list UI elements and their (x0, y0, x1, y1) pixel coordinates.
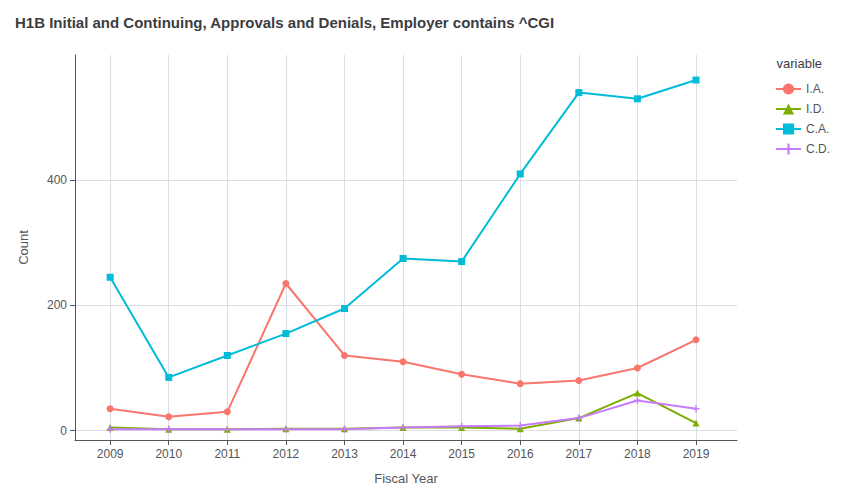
svg-text:2016: 2016 (507, 447, 534, 461)
svg-text:2018: 2018 (624, 447, 651, 461)
svg-text:I.D.: I.D. (806, 102, 825, 116)
svg-text:2010: 2010 (155, 447, 182, 461)
svg-text:C.D.: C.D. (806, 142, 830, 156)
svg-text:2015: 2015 (448, 447, 475, 461)
svg-text:2014: 2014 (390, 447, 417, 461)
svg-text:2009: 2009 (97, 447, 124, 461)
svg-text:2019: 2019 (683, 447, 710, 461)
svg-text:H1B Initial and Continuing, Ap: H1B Initial and Continuing, Approvals an… (15, 14, 554, 31)
svg-text:variable: variable (776, 56, 822, 71)
svg-text:2017: 2017 (565, 447, 592, 461)
svg-text:2013: 2013 (331, 447, 358, 461)
svg-text:Count: Count (16, 230, 31, 265)
svg-text:2011: 2011 (214, 447, 240, 461)
svg-text:200: 200 (47, 298, 67, 312)
svg-text:Fiscal Year: Fiscal Year (374, 471, 438, 486)
svg-text:I.A.: I.A. (806, 82, 824, 96)
svg-text:0: 0 (60, 424, 67, 438)
svg-text:400: 400 (47, 173, 67, 187)
svg-text:C.A.: C.A. (806, 122, 829, 136)
svg-text:2012: 2012 (273, 447, 300, 461)
